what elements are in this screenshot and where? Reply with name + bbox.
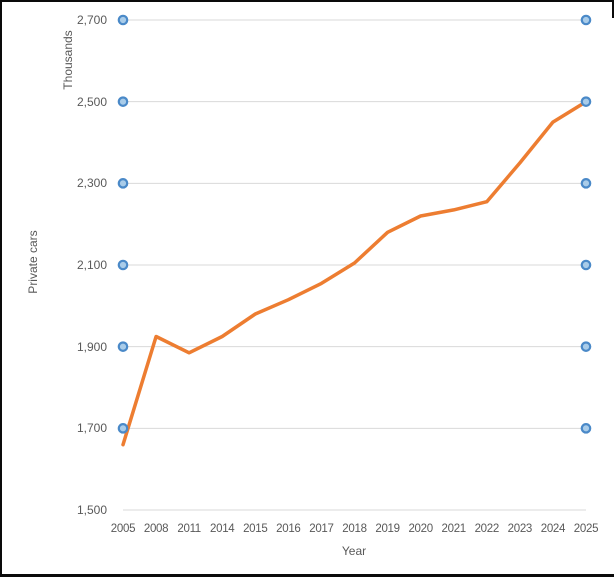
y-axis-units-label: Thousands bbox=[61, 30, 75, 90]
gridline-endpoint-marker bbox=[117, 14, 129, 26]
x-tick-label: 2020 bbox=[408, 523, 433, 535]
gridline-endpoint-marker bbox=[117, 341, 129, 352]
x-tick-label: 2022 bbox=[474, 523, 500, 535]
gridline-endpoint-marker bbox=[580, 178, 592, 189]
x-tick-label: 2019 bbox=[375, 523, 400, 535]
gridline-endpoint-marker bbox=[117, 259, 129, 271]
window-right-border bbox=[612, 2, 614, 18]
y-tick-label: 1,500 bbox=[76, 503, 107, 517]
gridline-endpoint-marker bbox=[580, 96, 592, 107]
y-axis-title: Private cars bbox=[26, 230, 40, 294]
gridline-endpoint-marker bbox=[580, 341, 592, 352]
y-tick-label: 2,300 bbox=[76, 176, 107, 191]
y-tick-label: 2,100 bbox=[76, 258, 107, 272]
x-tick-label: 2023 bbox=[507, 523, 533, 535]
x-tick-label: 2011 bbox=[177, 523, 201, 535]
x-tick-label: 2017 bbox=[309, 523, 334, 535]
gridline-endpoint-marker bbox=[580, 259, 592, 271]
gridline-endpoint-marker bbox=[117, 178, 129, 189]
x-tick-label: 2014 bbox=[210, 523, 235, 535]
gridline-endpoint-marker bbox=[117, 423, 129, 434]
x-tick-label: 2018 bbox=[342, 523, 367, 535]
x-tick-label: 2008 bbox=[143, 523, 169, 535]
y-tick-label: 2,700 bbox=[76, 13, 107, 27]
y-tick-label: 2,500 bbox=[76, 94, 107, 109]
x-tick-label: 2024 bbox=[540, 523, 566, 535]
x-tick-label: 2015 bbox=[243, 523, 268, 535]
gridline-endpoint-marker bbox=[580, 423, 592, 434]
y-tick-label: 1,700 bbox=[76, 421, 107, 436]
gridline-endpoint-marker bbox=[117, 96, 129, 107]
x-tick-label: 2016 bbox=[276, 523, 301, 535]
x-tick-label: 2005 bbox=[110, 523, 136, 535]
x-axis-title: Year bbox=[341, 544, 367, 558]
gridline-endpoint-marker bbox=[580, 14, 592, 26]
data-line-private-cars bbox=[121, 99, 588, 447]
x-tick-label: 2025 bbox=[573, 523, 599, 535]
y-tick-label: 1,900 bbox=[76, 339, 107, 354]
x-tick-label: 2021 bbox=[441, 523, 467, 535]
